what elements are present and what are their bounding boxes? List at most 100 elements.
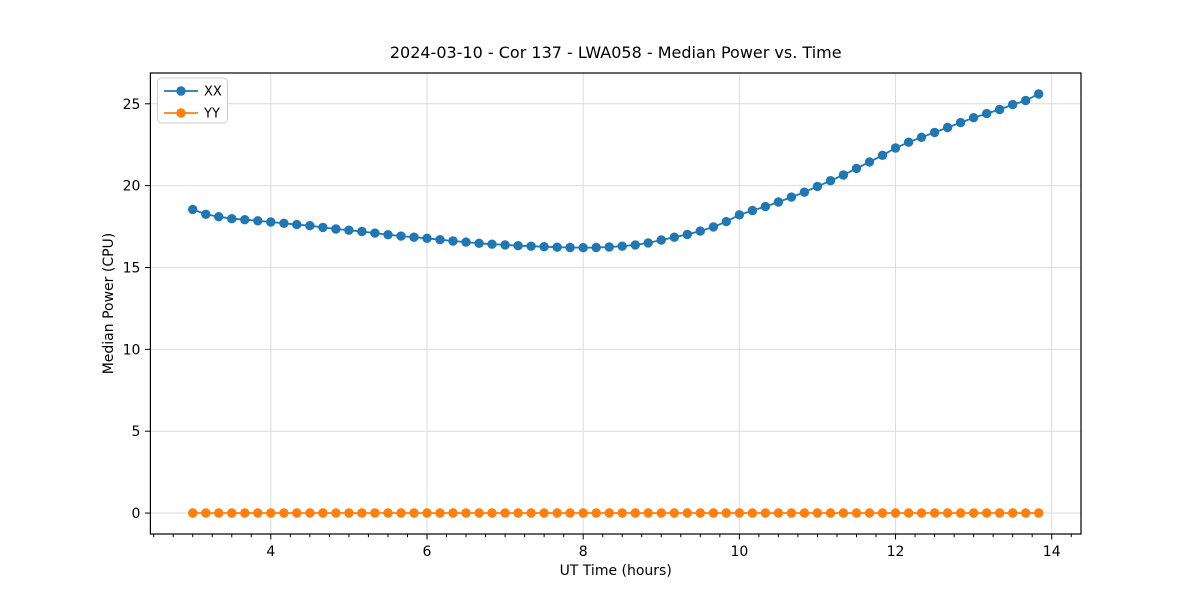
chart-title: 2024-03-10 - Cor 137 - LWA058 - Median P… (390, 43, 842, 62)
x-tick-label: 12 (887, 544, 905, 560)
yy-marker (812, 508, 823, 518)
yy-marker (201, 508, 211, 518)
xx-marker (695, 226, 705, 236)
yy-marker (851, 508, 862, 518)
grid (150, 73, 1081, 534)
yy-marker (266, 508, 276, 518)
xx-marker (721, 216, 731, 227)
yy-marker (487, 508, 497, 518)
xx-marker (305, 221, 315, 231)
xx-marker (318, 222, 328, 233)
xx-marker (812, 181, 823, 192)
x-tick-label: 8 (579, 544, 588, 560)
yy-marker (695, 508, 705, 518)
y-axis-label: Median Power (CPU) (101, 233, 117, 375)
xx-marker (786, 192, 797, 202)
yy-marker (435, 508, 445, 518)
yy-marker (630, 508, 640, 518)
xx-marker (630, 240, 640, 250)
yy-marker (942, 508, 953, 518)
x-axis: 4 6 8 10 12 14 (266, 534, 1061, 560)
xx-marker (916, 132, 927, 142)
xx-marker (773, 197, 784, 207)
xx-marker (942, 122, 953, 133)
yy-marker (968, 508, 979, 518)
yy-marker (604, 508, 614, 518)
xx-marker (279, 218, 289, 228)
xx-marker (227, 214, 237, 224)
yy-marker (253, 508, 263, 518)
xx-marker (253, 216, 263, 226)
xx-marker (982, 108, 992, 119)
xx-marker (734, 210, 745, 220)
xx-marker (539, 242, 549, 252)
yy-marker (227, 508, 237, 518)
xx-marker (370, 228, 380, 238)
yy-marker (305, 508, 315, 518)
yy-marker (396, 508, 406, 518)
yy-marker (955, 508, 966, 518)
legend: XX YY (157, 77, 228, 124)
yy-marker (539, 508, 549, 518)
y-tick-label: 0 (131, 506, 140, 522)
yy-marker (916, 508, 927, 518)
yy-marker (929, 508, 940, 518)
yy-marker (188, 508, 198, 518)
xx-marker (435, 235, 445, 245)
yy-marker (409, 508, 419, 518)
yy-marker (825, 508, 836, 518)
x-tick-label: 10 (730, 544, 748, 560)
yy-marker (721, 508, 731, 518)
legend-marker (176, 86, 186, 96)
yy-marker (565, 508, 575, 518)
yy-marker (513, 508, 523, 518)
xx-marker (1008, 99, 1018, 110)
yy-marker (448, 508, 458, 518)
xx-marker (578, 243, 588, 253)
xx-marker (461, 237, 471, 247)
xx-marker (500, 240, 510, 250)
xx-marker (656, 235, 666, 245)
xx-marker (240, 215, 250, 225)
xx-marker (851, 163, 862, 174)
xx-marker (890, 143, 901, 153)
yy-marker (292, 508, 302, 518)
yy-marker (617, 508, 627, 518)
xx-marker (487, 239, 497, 249)
yy-marker (643, 508, 653, 518)
legend-item-xx: XX (164, 85, 222, 100)
xx-marker (591, 242, 601, 253)
yy-marker (578, 508, 588, 518)
xx-marker (708, 222, 719, 232)
x-tick-label: 4 (266, 544, 275, 560)
xx-marker (565, 242, 575, 253)
yy-marker (214, 508, 224, 518)
y-tick-label: 25 (123, 97, 141, 113)
xx-marker (1034, 89, 1044, 99)
legend-item-yy: YY (164, 107, 220, 122)
xx-marker (214, 212, 224, 222)
yy-marker (591, 508, 601, 518)
legend-label: YY (203, 107, 220, 122)
series-yy (188, 508, 1044, 518)
xx-marker (422, 233, 432, 243)
series-xx (188, 89, 1044, 253)
yy-marker (669, 508, 679, 518)
yy-marker (383, 508, 393, 518)
yy-marker (656, 508, 666, 518)
x-axis-minor-ticks (153, 534, 1072, 538)
yy-marker (1034, 508, 1044, 518)
xx-marker (396, 231, 406, 241)
xx-marker (357, 226, 367, 237)
xx-marker (448, 236, 458, 246)
xx-marker (526, 241, 536, 251)
x-axis-label: UT Time (hours) (560, 563, 672, 579)
yy-marker (903, 508, 914, 518)
yy-marker (279, 508, 289, 518)
xx-marker (617, 241, 627, 251)
yy-marker (318, 508, 328, 518)
xx-marker (188, 204, 198, 215)
xx-marker (331, 224, 341, 234)
xx-marker (383, 230, 393, 240)
